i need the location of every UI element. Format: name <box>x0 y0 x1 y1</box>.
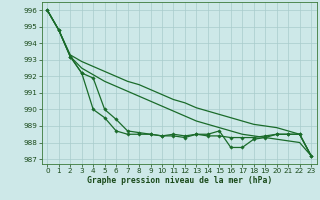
X-axis label: Graphe pression niveau de la mer (hPa): Graphe pression niveau de la mer (hPa) <box>87 176 272 185</box>
